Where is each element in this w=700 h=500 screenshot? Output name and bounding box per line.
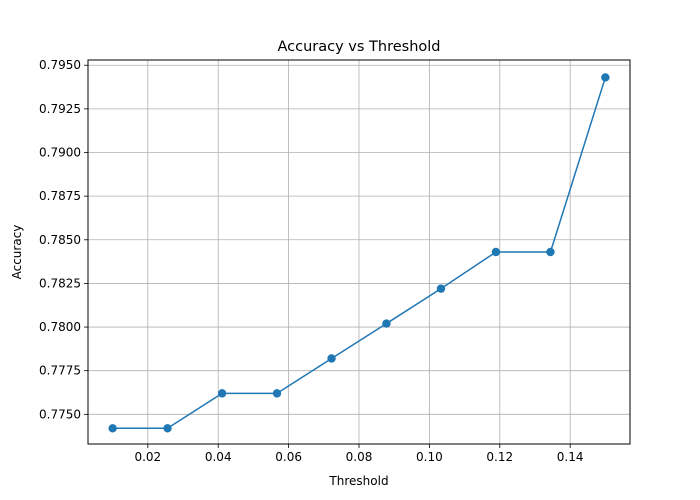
data-series xyxy=(108,73,610,433)
y-tick-label: 0.7750 xyxy=(39,407,81,421)
data-point xyxy=(436,284,446,293)
y-tick-label: 0.7850 xyxy=(39,233,81,247)
axis-ticks: 0.02 0.04 0.06 0.08 0.10 0.12 0.14 0.7750 0.7775… xyxy=(39,58,584,464)
y-axis-label: Accuracy xyxy=(10,225,24,280)
x-tick-label: 0.14 xyxy=(557,450,584,464)
x-tick-label: 0.10 xyxy=(416,450,443,464)
data-point xyxy=(382,319,391,328)
y-tick-label: 0.7775 xyxy=(39,364,81,378)
x-tick-label: 0.12 xyxy=(486,450,513,464)
data-point xyxy=(272,389,282,398)
y-tick-label: 0.7800 xyxy=(39,320,81,334)
series-line xyxy=(112,77,607,430)
data-point xyxy=(546,247,555,257)
y-tick-label: 0.7825 xyxy=(39,276,81,290)
x-tick-label: 0.06 xyxy=(275,450,302,464)
data-point xyxy=(108,424,117,433)
y-tick-label: 0.7875 xyxy=(39,189,81,203)
y-tick-label: 0.7900 xyxy=(39,146,81,160)
x-axis-label: Threshold xyxy=(328,474,388,488)
data-point xyxy=(327,354,336,363)
x-tick-label: 0.02 xyxy=(134,450,161,464)
x-tick-label: 0.04 xyxy=(205,450,232,464)
data-point xyxy=(217,389,227,398)
y-tick-label: 0.7925 xyxy=(39,102,81,116)
data-point xyxy=(601,73,610,82)
x-tick-label: 0.08 xyxy=(346,450,373,464)
data-point xyxy=(491,247,501,257)
data-point xyxy=(163,424,172,433)
y-tick-label: 0.7950 xyxy=(39,58,81,72)
chart-title: Accuracy vs Threshold xyxy=(277,39,440,55)
